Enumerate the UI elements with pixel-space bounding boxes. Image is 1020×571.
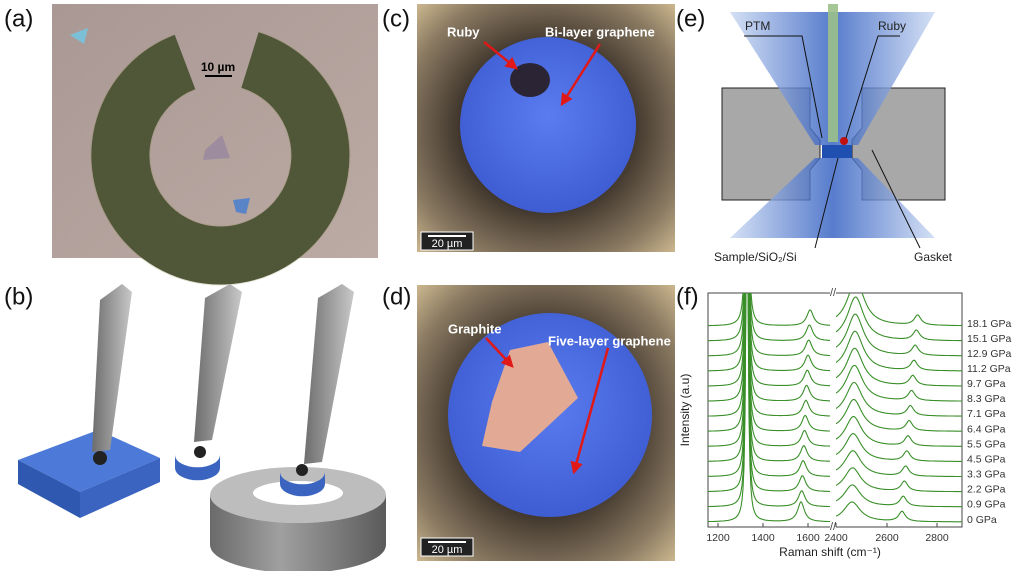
pressure-label: 6.4 GPa: [967, 423, 1006, 435]
scale-label: 20 µm: [432, 544, 463, 556]
panel-label: (b): [4, 283, 33, 310]
x-tick-label: 2600: [875, 532, 899, 544]
spectra-right: [836, 280, 962, 522]
spectrum: [836, 502, 962, 522]
annotation: Graphite: [448, 321, 501, 336]
x-tick-label: 2400: [824, 532, 848, 544]
spectrum: [836, 468, 962, 492]
cantilever: [92, 284, 132, 452]
cantilever: [304, 284, 354, 464]
spectrum: [836, 280, 962, 326]
pressure-label: 8.3 GPa: [967, 393, 1006, 405]
panel-label: (e): [676, 5, 705, 32]
annotation: Bi-layer graphene: [545, 24, 655, 39]
pressure-label: 5.5 GPa: [967, 438, 1006, 450]
panel-label: (c): [382, 5, 410, 32]
annotation: Gasket: [914, 250, 953, 264]
annotation: Ruby: [447, 24, 480, 39]
y-axis-label: Intensity (a.u): [678, 374, 692, 447]
pressure-label: 0 GPa: [967, 514, 997, 526]
pressure-label: 18.1 GPa: [967, 318, 1012, 330]
pressure-label: 7.1 GPa: [967, 408, 1006, 420]
x-axis-label: Raman shift (cm⁻¹): [779, 545, 881, 559]
panel-label: (f): [676, 283, 699, 310]
annotation: Ruby: [878, 19, 906, 33]
pressure-label: 15.1 GPa: [967, 333, 1012, 345]
panel-b: (b): [4, 283, 386, 571]
annotation: Five-layer graphene: [548, 333, 671, 348]
culet: [460, 37, 636, 213]
x-tick-label: 2800: [925, 532, 949, 544]
annotation: Sample/SiO₂/Si: [714, 250, 797, 264]
figure: 10 µm (a) Ruby Bi-layer graphene 20 µm (…: [0, 0, 1020, 571]
pressure-label: 2.2 GPa: [967, 484, 1006, 496]
spectrum: [836, 297, 962, 341]
panel-e: PTM Ruby Sample/SiO₂/Si Gasket (e): [676, 4, 953, 264]
panel-label: (a): [4, 5, 33, 32]
spectrum: [836, 314, 962, 356]
pressure-label: 4.5 GPa: [967, 453, 1006, 465]
axis-break: //: [830, 287, 837, 299]
cantilever: [194, 284, 242, 442]
panel-label: (d): [382, 283, 411, 310]
pressure-label: 11.2 GPa: [967, 363, 1011, 375]
ruby: [510, 63, 550, 97]
x-tick-label: 1200: [706, 532, 730, 544]
pressure-label: 9.7 GPa: [967, 378, 1006, 390]
panel-a: 10 µm (a): [4, 4, 378, 258]
panel-d: Graphite Five-layer graphene 20 µm (d): [382, 283, 675, 561]
laser-beam: [828, 4, 838, 142]
graphene-flake: [93, 451, 107, 465]
scale-label: 10 µm: [201, 60, 235, 74]
ruby: [840, 137, 848, 145]
spectrum: [836, 331, 962, 371]
sample-piece: [175, 455, 220, 480]
x-tick-label: 1400: [751, 532, 775, 544]
panel-c: Ruby Bi-layer graphene 20 µm (c): [382, 4, 675, 252]
graphene-flake: [194, 446, 206, 458]
pressure-label: 3.3 GPa: [967, 469, 1006, 481]
annotation: PTM: [745, 19, 770, 33]
pressure-label: 12.9 GPa: [967, 348, 1012, 360]
spectrum: [836, 451, 962, 477]
spectrum: [836, 434, 962, 462]
pressure-label: 0.9 GPa: [967, 499, 1006, 511]
scale-label: 20 µm: [432, 238, 463, 250]
graphene-flake: [296, 464, 308, 476]
sample: [822, 145, 852, 158]
x-tick-label: 1600: [796, 532, 820, 544]
